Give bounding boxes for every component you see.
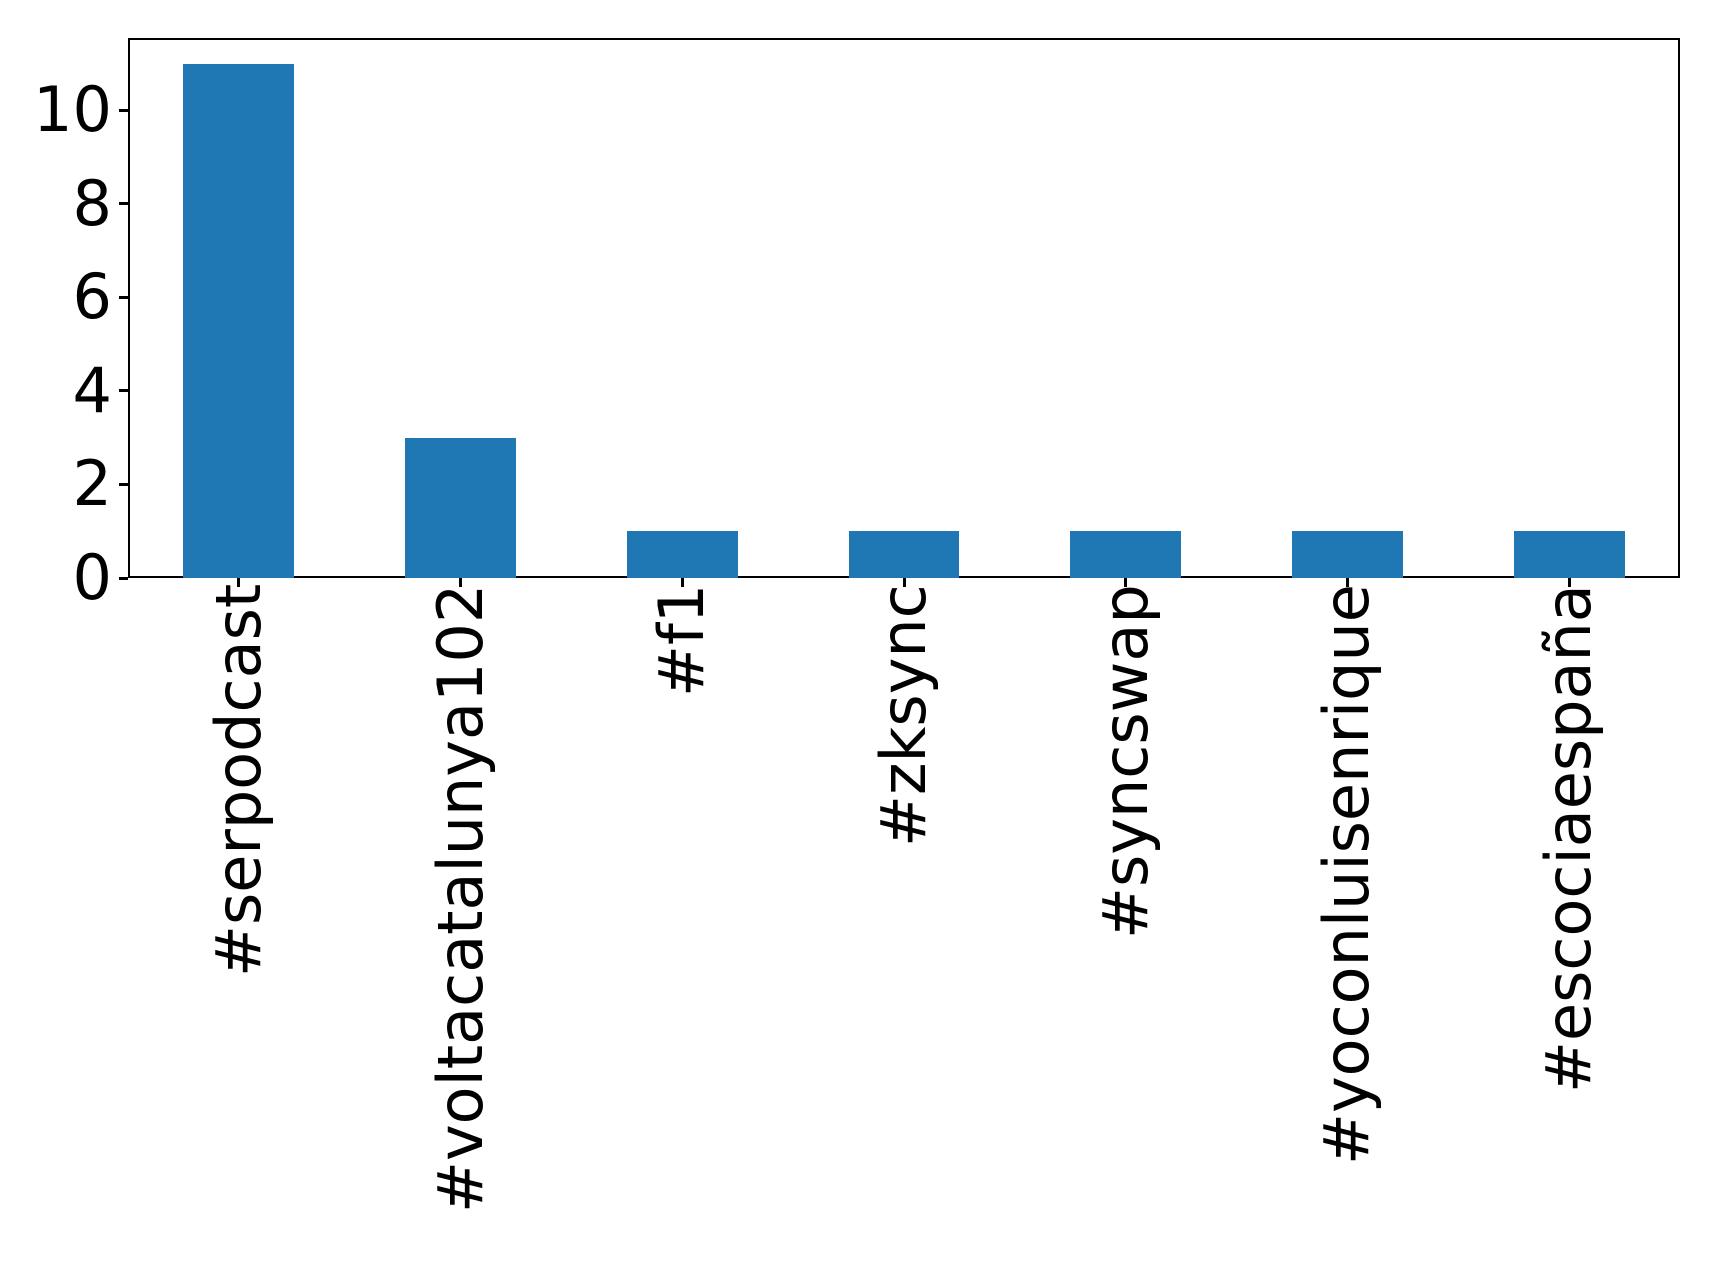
x-tick-label: #syncswap: [1088, 584, 1162, 939]
bar-f1: [626, 531, 738, 578]
y-tick-mark: [119, 482, 128, 486]
x-tick-mark: [1124, 578, 1128, 587]
x-tick-mark: [237, 578, 241, 587]
y-tick-label: 10: [33, 73, 112, 147]
bar-escociaespaña: [1513, 531, 1625, 578]
x-tick-mark: [1345, 578, 1349, 587]
x-tick-label: #escociaespaña: [1532, 584, 1606, 1093]
x-tick-label: #yoconluisenrique: [1310, 584, 1384, 1165]
x-tick-label: #f1: [645, 583, 719, 697]
y-tick-label: 6: [72, 260, 112, 334]
plot-area-frame: [128, 38, 1680, 578]
y-tick-mark: [119, 202, 128, 206]
bar-voltacatalunya102: [405, 437, 516, 578]
y-tick-mark: [119, 576, 128, 580]
y-tick-label: 8: [72, 166, 112, 240]
x-tick-label: #serpodcast: [201, 583, 275, 977]
y-tick-label: 2: [72, 447, 112, 521]
y-tick-mark: [119, 295, 128, 299]
x-tick-mark: [902, 578, 906, 587]
y-tick-mark: [119, 389, 128, 393]
x-tick-label: #zksync: [867, 584, 940, 847]
x-tick-mark: [459, 578, 463, 587]
y-tick-label: 0: [72, 541, 112, 614]
bar-syncswap: [1070, 531, 1182, 578]
y-tick-label: 4: [72, 353, 112, 427]
x-tick-mark: [1567, 578, 1571, 587]
x-tick-mark: [680, 578, 684, 587]
bar-yoconluisenrique: [1292, 531, 1403, 578]
y-tick-mark: [119, 108, 128, 112]
x-tick-label: #voltacatalunya102: [423, 583, 497, 1213]
bar-zksync: [848, 531, 960, 578]
bar-serpodcast: [183, 63, 295, 578]
